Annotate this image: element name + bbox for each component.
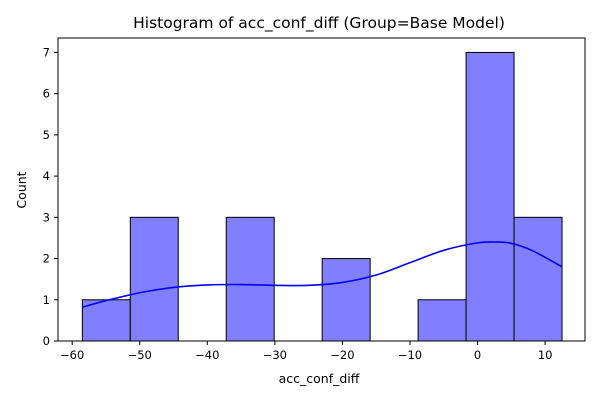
x-tick-label: 0	[474, 348, 481, 362]
y-tick-label: 2	[43, 252, 50, 266]
x-tick-label: −50	[128, 348, 152, 362]
x-tick-label: −60	[60, 348, 84, 362]
y-tick-label: 0	[43, 334, 50, 348]
kde-curve	[82, 241, 563, 308]
histogram-bar-6	[321, 258, 371, 342]
y-tick-label: 3	[43, 210, 50, 224]
y-axis-label: Count	[14, 171, 29, 208]
y-tick-label: 5	[43, 128, 50, 142]
histogram-bar-9	[465, 51, 515, 342]
histogram-bar-8	[417, 299, 467, 342]
x-tick-label: −20	[330, 348, 354, 362]
x-tick-label: −10	[398, 348, 422, 362]
y-tick-label: 4	[43, 169, 50, 183]
x-axis-label: acc_conf_diff	[279, 371, 360, 386]
x-tick-label: −30	[263, 348, 287, 362]
y-tick-label: 7	[43, 45, 50, 59]
histogram-bar-4	[225, 216, 275, 342]
chart-title: Histogram of acc_conf_diff (Group=Base M…	[133, 14, 505, 33]
x-tick-label: −40	[195, 348, 219, 362]
plot-frame	[57, 37, 586, 342]
histogram-bar-10	[513, 216, 563, 342]
y-tick-label: 6	[43, 87, 50, 101]
histogram-bar-2	[129, 216, 179, 342]
plot-area: −60 −50 −40 −30 −20 −10 0 10 0 1 2 3 4 5 6 7	[43, 37, 586, 362]
y-tick-label: 1	[43, 293, 50, 307]
x-tick-label: 10	[538, 348, 553, 362]
histogram-bar-1	[81, 299, 131, 342]
